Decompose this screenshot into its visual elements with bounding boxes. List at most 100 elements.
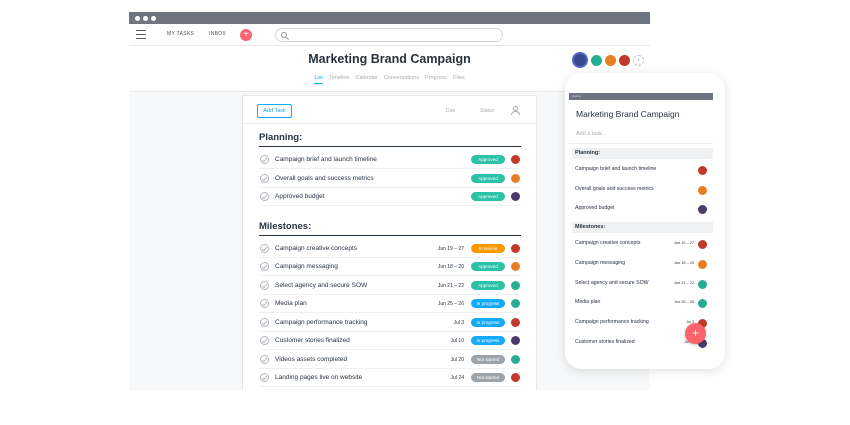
assignee-avatar[interactable]: [511, 280, 520, 290]
tab-timeline[interactable]: Timeline: [328, 75, 350, 81]
status-badge[interactable]: Approved: [471, 280, 505, 290]
mobile-task-row[interactable]: Campaign performance tracking Jul 3: [575, 314, 708, 332]
status-badge[interactable]: In progress: [471, 317, 505, 327]
mobile-assignee-avatar[interactable]: [698, 318, 707, 328]
task-row[interactable]: Campaign brief and launch timeline Approv…: [259, 151, 521, 169]
task-name[interactable]: Select agency and secure SOW: [275, 281, 368, 289]
check-circle-icon[interactable]: [260, 192, 269, 201]
mobile-task-name[interactable]: Approved budget: [575, 205, 615, 212]
member-avatar[interactable]: [572, 52, 588, 68]
mobile-assignee-avatar[interactable]: [698, 279, 707, 289]
task-due-date[interactable]: Jun 18 – 20: [437, 264, 464, 270]
task-name[interactable]: Campaign performance tracking: [275, 318, 368, 326]
nav-my-tasks[interactable]: MY TASKS: [167, 31, 195, 37]
mobile-assignee-avatar[interactable]: [698, 166, 707, 175]
mobile-task-name[interactable]: Overall goals and success metrics: [575, 185, 654, 192]
window-control-dot[interactable]: [151, 15, 156, 21]
member-avatar[interactable]: [619, 54, 630, 66]
mobile-task-due-date[interactable]: Jun 19 – 27: [674, 241, 694, 246]
window-control-dot[interactable]: [143, 15, 148, 21]
mobile-assignee-avatar[interactable]: [698, 259, 707, 269]
mobile-task-row[interactable]: Approved budget: [575, 200, 708, 218]
mobile-task-row[interactable]: Overall goals and success metrics: [575, 181, 708, 199]
task-due-date[interactable]: Jun 21 – 22: [437, 282, 464, 289]
mobile-task-name[interactable]: Campaign creative concepts: [575, 240, 641, 247]
assignee-avatar[interactable]: [511, 354, 520, 364]
check-circle-icon[interactable]: [260, 354, 269, 364]
assignee-avatar[interactable]: [511, 262, 520, 271]
check-circle-icon[interactable]: [260, 243, 269, 253]
task-due-date[interactable]: Jun 25 – 26: [437, 301, 464, 307]
status-badge[interactable]: In progress: [471, 336, 505, 345]
mobile-task-row[interactable]: Campaign brief and launch timeline: [575, 161, 708, 179]
mobile-task-name[interactable]: Media plan: [575, 299, 601, 306]
tab-calendar[interactable]: Calendar: [355, 75, 378, 81]
mobile-assignee-avatar[interactable]: [698, 338, 707, 348]
mobile-assignee-avatar[interactable]: [698, 205, 707, 215]
mobile-task-due-date[interactable]: Jul 3: [685, 319, 694, 324]
mobile-assignee-avatar[interactable]: [698, 185, 707, 195]
task-name[interactable]: Campaign creative concepts: [275, 244, 358, 252]
search-input[interactable]: [275, 28, 503, 42]
task-due-date[interactable]: Jun 19 – 27: [437, 245, 464, 252]
mobile-task-row[interactable]: Select agency and secure SOW Jun 21 – 22: [575, 275, 708, 293]
mobile-add-fab-button[interactable]: +: [685, 323, 706, 344]
quick-add-button[interactable]: +: [240, 29, 252, 41]
status-badge[interactable]: In review: [471, 243, 505, 253]
check-circle-icon[interactable]: [260, 317, 269, 327]
mobile-task-due-date[interactable]: Jun 25 – 26: [674, 300, 694, 305]
assignee-avatar[interactable]: [511, 299, 520, 308]
mobile-task-due-date[interactable]: Jun 21 – 22: [674, 280, 694, 285]
status-badge[interactable]: Approved: [471, 192, 505, 201]
mobile-assignee-avatar[interactable]: [698, 240, 707, 250]
task-row[interactable]: Select agency and secure SOW Jun 21 – 22 A…: [259, 277, 521, 295]
check-circle-icon[interactable]: [260, 262, 269, 271]
tab-list[interactable]: List: [314, 75, 323, 84]
tab-conversations[interactable]: Conversations: [383, 75, 419, 81]
assignee-avatar[interactable]: [511, 317, 520, 327]
assignee-avatar[interactable]: [511, 155, 520, 164]
task-name[interactable]: Overall goals and success metrics: [275, 174, 374, 182]
check-circle-icon[interactable]: [260, 299, 269, 308]
mobile-task-row[interactable]: Media plan Jun 25 – 26: [575, 294, 708, 312]
check-circle-icon[interactable]: [260, 280, 269, 290]
task-name[interactable]: Customer stories finalized: [275, 337, 350, 344]
task-name[interactable]: Approved budget: [275, 193, 325, 200]
window-control-dot[interactable]: [135, 15, 140, 21]
status-badge[interactable]: Not started: [471, 373, 505, 382]
check-circle-icon[interactable]: [260, 155, 269, 164]
mobile-task-name[interactable]: Select agency and secure SOW: [575, 279, 649, 286]
assignee-avatar[interactable]: [511, 373, 520, 382]
task-row[interactable]: Campaign performance tracking Jul 3 In pro…: [259, 314, 521, 332]
task-due-date[interactable]: Jul 20: [450, 356, 464, 363]
task-due-date[interactable]: Jul 24: [450, 375, 464, 381]
task-row[interactable]: Campaign messaging Jun 18 – 20 Approved: [259, 258, 521, 276]
mobile-task-name[interactable]: Customer stories finalized: [575, 338, 635, 345]
task-name[interactable]: Media plan: [275, 300, 307, 307]
task-row[interactable]: Approved budget Approved: [259, 188, 521, 206]
task-row[interactable]: Customer stories finalized Jul 10 In progr…: [259, 332, 521, 350]
status-badge[interactable]: Approved: [471, 173, 505, 183]
mobile-task-name[interactable]: Campaign performance tracking: [575, 318, 649, 325]
mobile-task-row[interactable]: Campaign creative concepts Jun 19 – 27: [575, 235, 708, 253]
tab-progress[interactable]: Progress: [425, 75, 448, 81]
assignee-avatar[interactable]: [511, 243, 520, 253]
mobile-assignee-avatar[interactable]: [698, 299, 707, 309]
hamburger-icon[interactable]: [136, 30, 146, 39]
task-due-date[interactable]: Jul 10: [450, 338, 464, 344]
nav-inbox[interactable]: INBOX: [209, 31, 227, 37]
task-row[interactable]: Campaign creative concepts Jun 19 – 27 In …: [259, 240, 521, 258]
mobile-task-name[interactable]: Campaign messaging: [575, 259, 626, 266]
task-name[interactable]: Campaign brief and launch timeline: [275, 156, 377, 163]
mobile-task-due-date[interactable]: Jun 18 – 20: [674, 260, 694, 265]
check-circle-icon[interactable]: [260, 173, 269, 183]
task-name[interactable]: Videos assets completed: [275, 355, 348, 363]
member-avatar[interactable]: [605, 54, 616, 66]
person-icon[interactable]: [511, 106, 520, 115]
check-circle-icon[interactable]: [260, 336, 269, 345]
task-row[interactable]: Overall goals and success metrics Approve…: [259, 170, 521, 188]
task-row[interactable]: Media plan Jun 25 – 26 In progress: [259, 295, 521, 313]
task-due-date[interactable]: Jul 3: [453, 319, 464, 326]
tab-files[interactable]: Files: [453, 75, 465, 81]
status-badge[interactable]: Approved: [471, 155, 505, 164]
